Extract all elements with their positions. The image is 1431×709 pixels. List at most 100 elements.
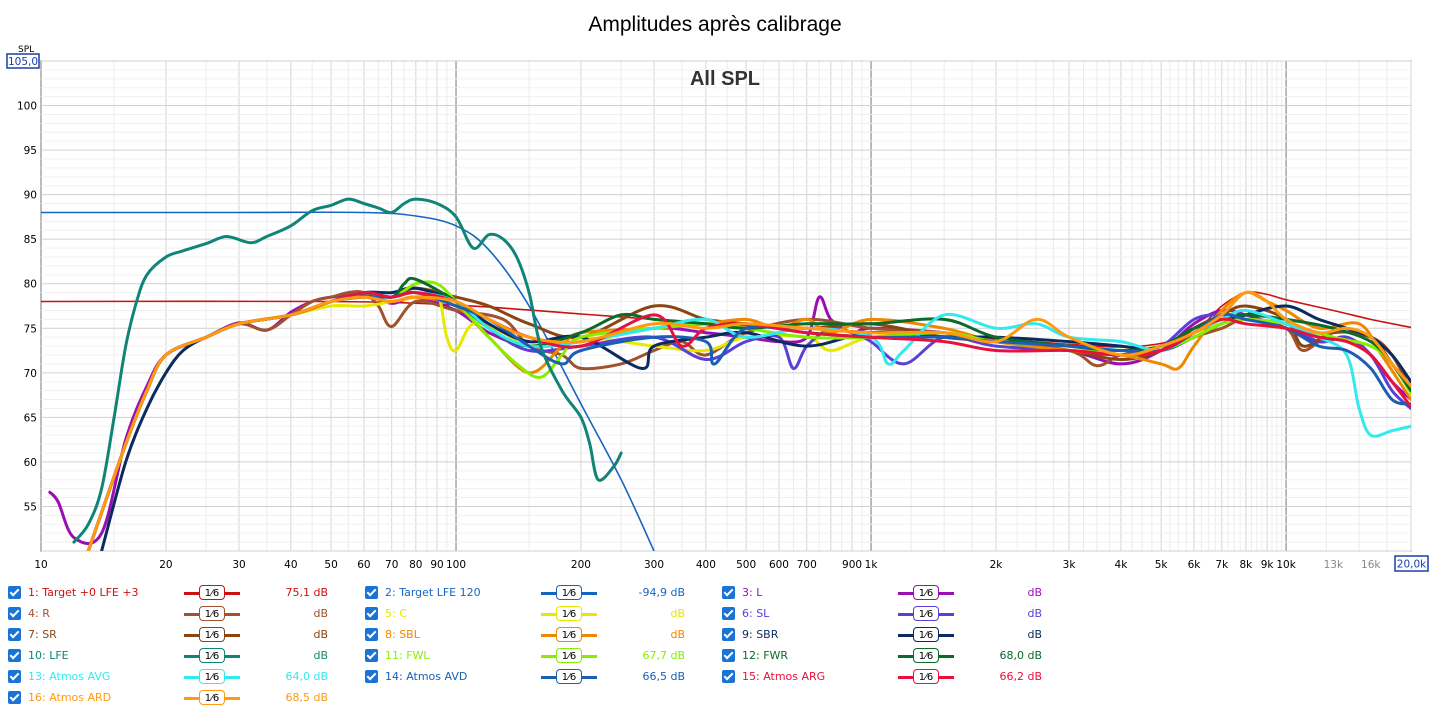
legend-checkbox[interactable] [722,670,735,683]
x-tick-label: 4k [1115,559,1129,571]
legend-item: 2: Target LFE 120 1⁄6 -94,9 dB [365,585,705,603]
smoothing-button[interactable]: 1⁄6 [556,627,582,642]
y-top-readout[interactable]: 105,0 [8,56,38,68]
legend-value: dB [670,628,685,641]
legend-label: 12: FWR [742,649,789,662]
legend-value: dB [1027,586,1042,599]
chart-annotation: All SPL [690,68,760,90]
smoothing-button[interactable]: 1⁄6 [199,585,225,600]
legend-checkbox[interactable] [8,586,21,599]
y-axis-label: SPL [18,45,34,55]
legend-item: 14: Atmos AVD 1⁄6 66,5 dB [365,669,705,687]
x-tick-label: 2k [990,559,1004,571]
legend-item: 16: Atmos ARD 1⁄6 68,5 dB [8,690,348,708]
y-tick-label: 65 [24,412,37,424]
legend-checkbox[interactable] [8,691,21,704]
smoothing-button[interactable]: 1⁄6 [199,648,225,663]
smoothing-button[interactable]: 1⁄6 [913,585,939,600]
smoothing-button[interactable]: 1⁄6 [913,627,939,642]
legend-label: 10: LFE [28,649,69,662]
y-top-readout-box[interactable] [6,53,40,69]
legend-checkbox[interactable] [8,670,21,683]
legend-label: 1: Target +0 LFE +3 [28,586,139,599]
plot-area[interactable] [40,60,1412,552]
smoothing-button[interactable]: 1⁄6 [913,669,939,684]
legend-item: 9: SBR 1⁄6 dB [722,627,1062,645]
legend-value: 64,0 dB [285,670,328,683]
legend-checkbox[interactable] [722,628,735,641]
legend-value: 75,1 dB [285,586,328,599]
legend-label: 16: Atmos ARD [28,691,112,704]
x-tick-label: 900 [842,559,862,571]
x-tick-label: 600 [769,559,789,571]
legend-checkbox[interactable] [365,607,378,620]
x-tick-label: 30 [232,559,245,571]
legend: 1: Target +0 LFE +3 1⁄6 75,1 dB 2: Target L… [0,582,1431,709]
legend-value: dB [313,649,328,662]
smoothing-button[interactable]: 1⁄6 [556,648,582,663]
x-tick-label: 70 [385,559,398,571]
smoothing-button[interactable]: 1⁄6 [556,669,582,684]
x-right-readout-box[interactable] [1394,555,1429,572]
series-line-lfe [72,197,623,544]
x-tick-label: 300 [644,559,664,571]
legend-item: 10: LFE 1⁄6 dB [8,648,348,666]
smoothing-button[interactable]: 1⁄6 [913,648,939,663]
legend-checkbox[interactable] [365,649,378,662]
legend-checkbox[interactable] [8,649,21,662]
legend-checkbox[interactable] [722,607,735,620]
smoothing-button[interactable]: 1⁄6 [199,690,225,705]
smoothing-button[interactable]: 1⁄6 [199,669,225,684]
legend-value: 66,5 dB [642,670,685,683]
x-tick-label: 40 [284,559,297,571]
y-tick-label: 85 [24,234,37,246]
x-tick-label: 700 [797,559,817,571]
smoothing-button[interactable]: 1⁄6 [556,585,582,600]
legend-checkbox[interactable] [365,628,378,641]
series-line-r [86,289,1411,551]
x-tick-label: 8k [1239,559,1253,571]
x-tick-label: 100 [446,559,466,571]
legend-item: 15: Atmos ARG 1⁄6 66,2 dB [722,669,1062,687]
legend-value: 68,0 dB [999,649,1042,662]
legend-value: -94,9 dB [638,586,686,599]
smoothing-button[interactable]: 1⁄6 [199,627,225,642]
legend-label: 13: Atmos AVG [28,670,111,683]
y-tick-label: 60 [24,457,37,469]
legend-value: dB [313,607,328,620]
legend-item: 3: L 1⁄6 dB [722,585,1062,603]
legend-checkbox[interactable] [722,586,735,599]
legend-label: 8: SBL [385,628,420,641]
chart-title: Amplitudes après calibrage [588,13,841,36]
y-tick-label: 90 [24,190,37,202]
legend-label: 3: L [742,586,763,599]
legend-checkbox[interactable] [365,586,378,599]
legend-checkbox[interactable] [8,628,21,641]
smoothing-button[interactable]: 1⁄6 [556,606,582,621]
legend-label: 6: SL [742,607,770,620]
legend-checkbox[interactable] [722,649,735,662]
x-tick-label: 90 [430,559,443,571]
legend-label: 7: SR [28,628,57,641]
legend-item: 4: R 1⁄6 dB [8,606,348,624]
legend-checkbox[interactable] [8,607,21,620]
legend-value: 66,2 dB [999,670,1042,683]
legend-value: dB [1027,628,1042,641]
legend-item: 7: SR 1⁄6 dB [8,627,348,645]
legend-checkbox[interactable] [365,670,378,683]
legend-item: 12: FWR 1⁄6 68,0 dB [722,648,1062,666]
x-right-readout[interactable]: 20,0k [1397,559,1427,571]
x-tick-label: 13k [1324,559,1344,571]
smoothing-button[interactable]: 1⁄6 [199,606,225,621]
x-tick-label: 3k [1063,559,1077,571]
legend-item: 13: Atmos AVG 1⁄6 64,0 dB [8,669,348,687]
x-tick-label: 200 [571,559,591,571]
legend-label: 15: Atmos ARG [742,670,826,683]
y-tick-label: 80 [24,279,37,291]
smoothing-button[interactable]: 1⁄6 [913,606,939,621]
legend-item: 1: Target +0 LFE +3 1⁄6 75,1 dB [8,585,348,603]
legend-item: 6: SL 1⁄6 dB [722,606,1062,624]
legend-item: 11: FWL 1⁄6 67,7 dB [365,648,705,666]
x-tick-label: 7k [1215,559,1229,571]
